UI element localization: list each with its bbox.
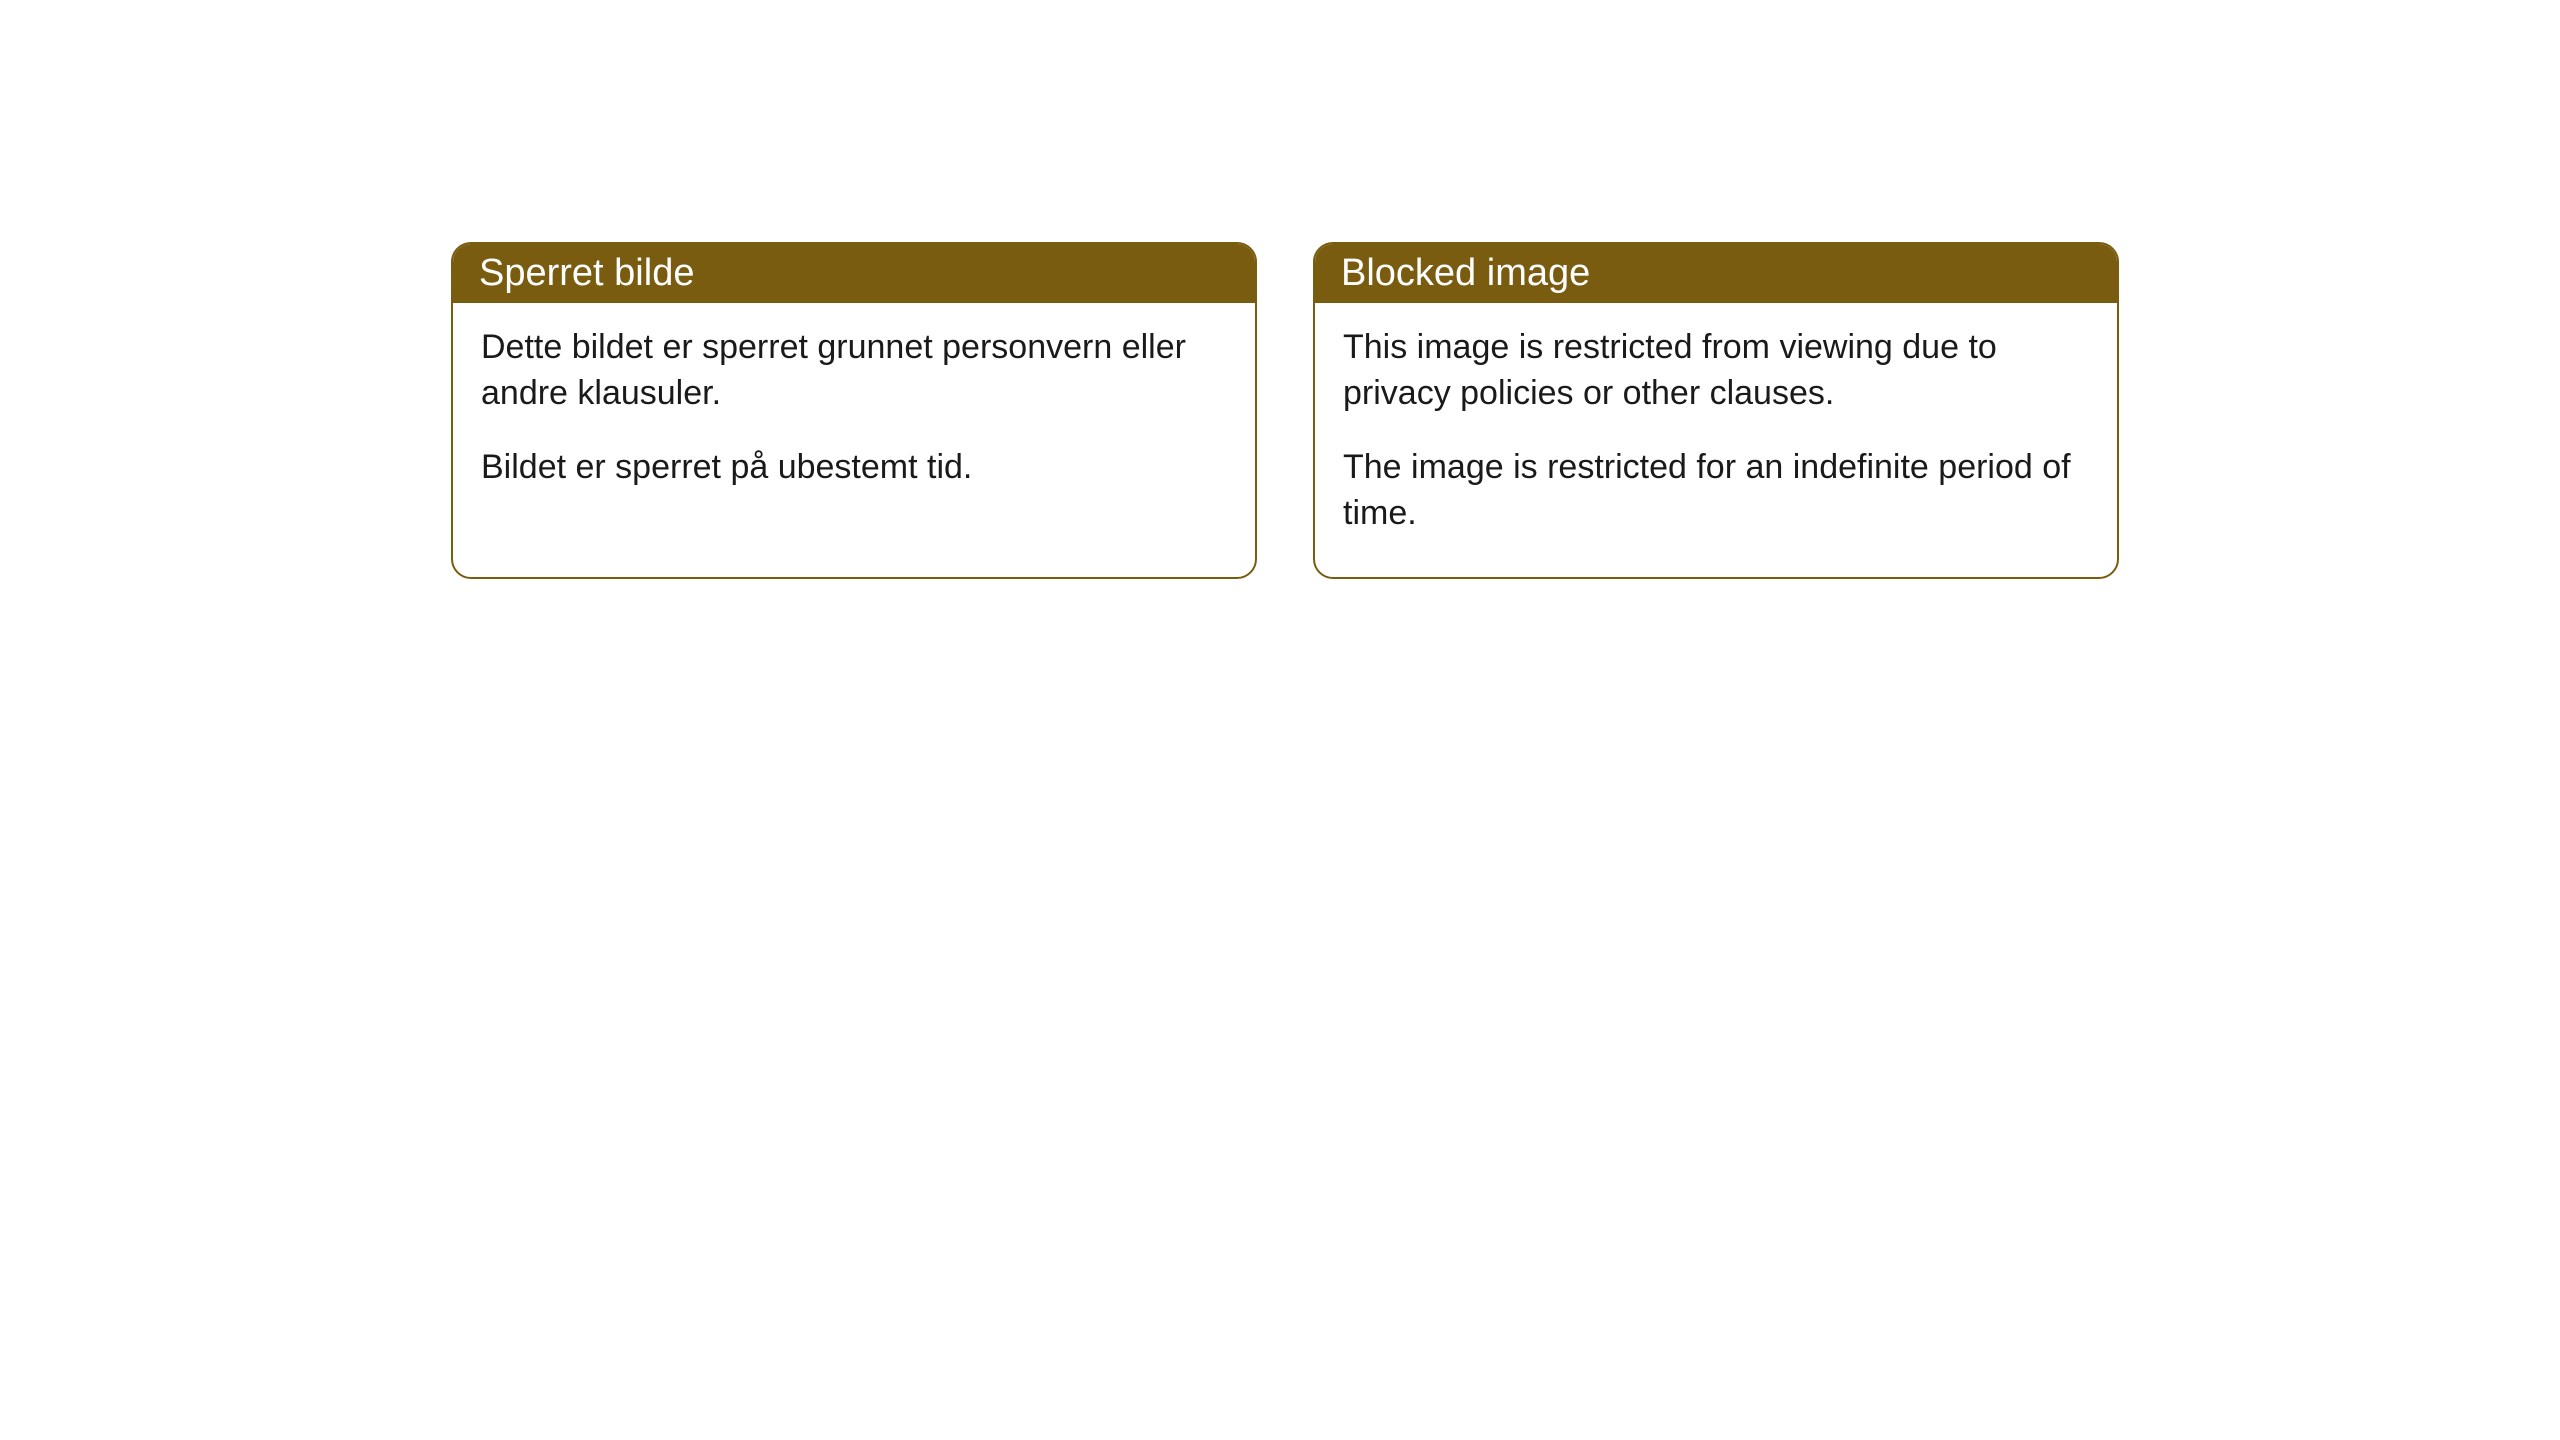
card-body-en: This image is restricted from viewing du… bbox=[1315, 303, 2117, 577]
card-header-en: Blocked image bbox=[1315, 244, 2117, 303]
card-title-no: Sperret bilde bbox=[479, 252, 694, 294]
card-paragraph: The image is restricted for an indefinit… bbox=[1343, 445, 2089, 537]
blocked-image-card-no: Sperret bilde Dette bildet er sperret gr… bbox=[451, 242, 1257, 579]
notice-cards-container: Sperret bilde Dette bildet er sperret gr… bbox=[451, 242, 2119, 579]
blocked-image-card-en: Blocked image This image is restricted f… bbox=[1313, 242, 2119, 579]
card-paragraph: This image is restricted from viewing du… bbox=[1343, 325, 2089, 417]
card-body-no: Dette bildet er sperret grunnet personve… bbox=[453, 303, 1255, 531]
card-paragraph: Bildet er sperret på ubestemt tid. bbox=[481, 445, 1227, 491]
card-paragraph: Dette bildet er sperret grunnet personve… bbox=[481, 325, 1227, 417]
card-title-en: Blocked image bbox=[1341, 252, 1590, 294]
card-header-no: Sperret bilde bbox=[453, 244, 1255, 303]
